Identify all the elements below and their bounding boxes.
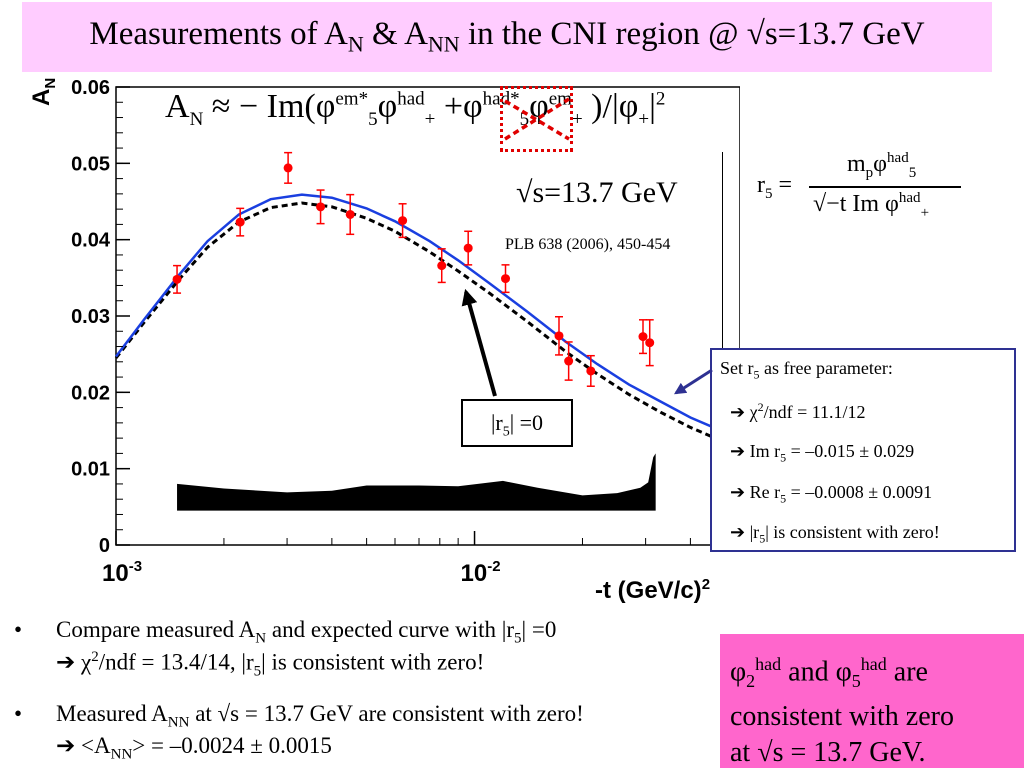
data-point-11 xyxy=(564,341,574,381)
data-point-2 xyxy=(235,207,245,237)
fit-line-1: Set r5 as free parameter: xyxy=(720,358,893,382)
r5-numerator: mpφhad5 xyxy=(847,150,917,181)
y-tick-label: 0.04 xyxy=(71,230,111,252)
xlabel: -t (GeV/c)2 xyxy=(595,576,711,604)
point-marker xyxy=(172,274,182,284)
bullet-dot: • xyxy=(14,701,23,726)
y-tick-label: 0.05 xyxy=(71,153,110,175)
crossed-out-term-box xyxy=(500,86,573,152)
bullet-1-line-b: ➔ χ2/ndf = 13.4/14, |r5| is consistent w… xyxy=(56,649,485,680)
point-marker xyxy=(437,261,447,271)
x-tick-label: 10-3 xyxy=(102,558,142,587)
data-point-5 xyxy=(345,193,355,236)
bullet-1-line-a: Compare measured AN and expected curve w… xyxy=(56,617,557,647)
point-marker xyxy=(316,202,326,212)
point-marker xyxy=(586,366,596,376)
data-point-9 xyxy=(501,264,511,294)
point-marker xyxy=(564,356,574,366)
r5-zero-label: |r5| =0 xyxy=(461,399,573,447)
x-tick-label: 10-2 xyxy=(461,558,501,587)
cross-mark-icon xyxy=(504,97,570,141)
reference-citation: PLB 638 (2006), 450-454 xyxy=(505,236,671,253)
data-point-1 xyxy=(172,264,182,294)
point-marker xyxy=(463,243,473,253)
bullet-2-line-b: ➔ <ANN> = –0.0024 ± 0.0015 xyxy=(56,733,332,763)
fit-result-box: Set r5 as free parameter: ➔ χ2/ndf = 11.… xyxy=(710,348,1016,552)
data-point-10 xyxy=(554,316,564,356)
data-point-12 xyxy=(586,354,596,387)
y-tick-label: 0.01 xyxy=(71,459,110,481)
fit-line-3: ➔ Im r5 = –0.015 ± 0.029 xyxy=(730,441,915,465)
point-marker xyxy=(235,217,245,227)
data-point-13 xyxy=(638,319,648,355)
bullet-2-line-a: Measured ANN at √s = 13.7 GeV are consis… xyxy=(56,701,584,731)
title-bar: Measurements of AN & ANN in the CNI regi… xyxy=(22,2,992,72)
fit-line-2: ➔ χ2/ndf = 11.1/12 xyxy=(730,400,866,422)
an-chart: 0 0.01 0.02 0.03 0.04 0.05 0.06 10-3 10-2 xyxy=(71,77,740,587)
y-tick-label: 0.02 xyxy=(71,382,110,404)
point-marker xyxy=(283,163,293,173)
y-tick-label: 0 xyxy=(99,535,110,557)
conclusion-text: φ2had and φ5had are consistent with zero… xyxy=(730,654,954,768)
slide-title: Measurements of AN & ANN in the CNI regi… xyxy=(89,16,925,57)
point-marker xyxy=(398,216,408,226)
conclusion-box: φ2had and φ5had are consistent with zero… xyxy=(720,634,1024,768)
bullet-dot: • xyxy=(14,617,23,642)
an-formula: AN ≈ − Im(φem*5φhad+ +φhad*5φem+ )/|φ+|2 xyxy=(165,88,666,130)
data-point-7 xyxy=(437,248,447,284)
plot-frame xyxy=(115,86,740,546)
point-marker xyxy=(638,332,648,342)
point-marker xyxy=(501,274,511,284)
data-point-14 xyxy=(645,319,655,367)
r5-lhs: r5 = xyxy=(757,172,793,202)
systematic-error-band xyxy=(177,453,656,511)
point-marker xyxy=(345,209,355,219)
data-point-4 xyxy=(316,189,326,225)
fit-line-5: ➔ |r5| is consistent with zero! xyxy=(730,522,940,546)
fit-curve-r5-free xyxy=(115,193,740,441)
fit-line-4: ➔ Re r5 = –0.0008 ± 0.0091 xyxy=(730,482,933,506)
energy-label: √s=13.7 GeV xyxy=(516,176,678,209)
data-point-6 xyxy=(398,203,408,239)
r5-denominator: √−t Im φhad+ xyxy=(813,190,930,221)
data-point-8 xyxy=(463,230,473,266)
y-tick-label: 0.03 xyxy=(71,306,110,328)
y-tick-label: 0.06 xyxy=(71,77,110,99)
point-marker xyxy=(645,338,655,348)
point-marker xyxy=(554,331,564,341)
fraction-bar xyxy=(809,186,961,188)
data-point-3 xyxy=(283,151,293,184)
divider-line xyxy=(722,152,723,398)
ylabel: AN xyxy=(28,77,59,106)
